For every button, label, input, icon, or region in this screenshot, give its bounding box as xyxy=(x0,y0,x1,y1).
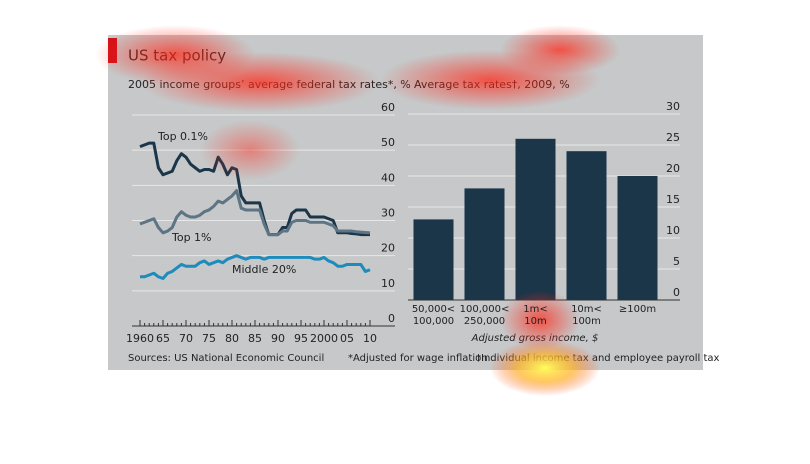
y-tick-label: 5 xyxy=(673,255,680,268)
x-tick-label: 80 xyxy=(225,332,239,345)
y-tick-label: 40 xyxy=(381,171,395,184)
x-tick-label: 05 xyxy=(340,332,354,345)
source: Sources: US National Economic Council xyxy=(128,353,324,364)
y-tick-label: 20 xyxy=(381,242,395,255)
series-label: Middle 20% xyxy=(232,263,296,276)
series-line xyxy=(140,254,371,281)
red-tab xyxy=(108,38,117,63)
y-tick-label: 30 xyxy=(381,207,395,220)
x-tick-label: 1960 xyxy=(126,332,154,345)
bar xyxy=(617,176,658,300)
y-tick-label: 0 xyxy=(388,312,395,325)
x-tick-label: 2000 xyxy=(310,332,338,345)
series-line xyxy=(139,141,370,237)
y-tick-label: 0 xyxy=(673,286,680,299)
subtitle: Average tax rates†, 2009, % xyxy=(414,78,570,91)
x-tick-label: 50,000< 100,000 xyxy=(411,304,456,327)
x-tick-label: 95 xyxy=(294,332,308,345)
series-label: Top 0.1% xyxy=(157,130,208,143)
series-line xyxy=(139,189,371,237)
x-axis-label: Adjusted gross income, $ xyxy=(471,333,599,344)
bar xyxy=(566,151,607,300)
subtitle: 2005 income groups’ average federal tax … xyxy=(128,78,411,91)
y-tick-label: 25 xyxy=(666,131,680,144)
y-tick-label: 30 xyxy=(666,100,680,113)
x-tick-label: 85 xyxy=(248,332,262,345)
y-tick-label: 60 xyxy=(381,101,395,114)
footnote: *Adjusted for wage inflation xyxy=(348,353,488,364)
x-tick-label: 70 xyxy=(179,332,193,345)
footnote: †Individual income tax and employee payr… xyxy=(476,353,720,364)
bar xyxy=(515,138,556,300)
series-label: Top 1% xyxy=(171,231,212,244)
x-tick-label: 65 xyxy=(156,332,170,345)
x-tick-label: 100,000< 250,000 xyxy=(459,304,510,327)
x-tick-label: 10m< 100m xyxy=(571,304,602,327)
x-tick-label: 1m< 10m xyxy=(523,304,548,327)
title: US tax policy xyxy=(128,47,226,65)
x-tick-label: ≥100m xyxy=(618,304,657,315)
y-tick-label: 20 xyxy=(666,162,680,175)
bar xyxy=(413,219,454,300)
y-tick-label: 10 xyxy=(381,277,395,290)
y-tick-label: 50 xyxy=(381,136,395,149)
y-tick-label: 15 xyxy=(666,193,680,206)
x-tick-label: 75 xyxy=(202,332,216,345)
y-tick-label: 10 xyxy=(666,224,680,237)
x-tick-label: 90 xyxy=(271,332,285,345)
x-tick-label: 10 xyxy=(363,332,377,345)
bar xyxy=(464,188,505,300)
